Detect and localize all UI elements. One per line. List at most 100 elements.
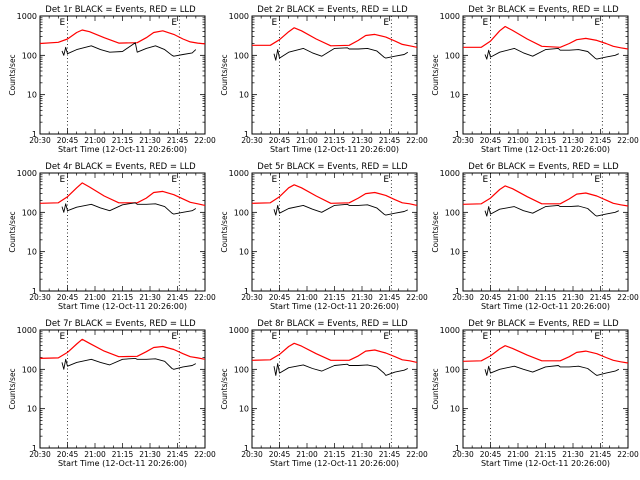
y-tick-label: 100 — [22, 208, 37, 217]
series-events-line — [484, 204, 619, 217]
x-tick-label: 22:00 — [194, 450, 216, 459]
x-axis-label: Start Time (12-Oct-11 20:26:00) — [270, 302, 399, 311]
panel-title: Det 3r BLACK = Events, RED = LLD — [468, 5, 619, 15]
y-axis-label: Counts/sec — [8, 211, 17, 252]
panel-det-5r: Det 5r BLACK = Events, RED = LLD 1 10 100 10… — [220, 162, 428, 311]
x-tick-label: 21:15 — [112, 450, 134, 459]
series-lld-line — [462, 345, 629, 364]
series-lld-line — [462, 185, 629, 207]
y-tick-label: 100 — [22, 51, 37, 60]
x-tick-label: 22:00 — [617, 136, 639, 145]
event-marker-label: E — [272, 18, 278, 28]
series-lld-line — [252, 27, 418, 48]
panel-det-4r: Det 4r BLACK = Events, RED = LLD 1 10 100 10… — [8, 162, 216, 311]
x-tick-label: 21:45 — [379, 136, 401, 145]
x-tick-label: 22:00 — [617, 293, 639, 302]
series-lld-line — [39, 338, 206, 360]
y-tick-label: 100 — [22, 365, 37, 374]
x-tick-label: 21:00 — [507, 293, 529, 302]
y-tick-label: 1000 — [440, 12, 460, 21]
x-tick-label: 20:30 — [29, 136, 51, 145]
x-tick-label: 21:30 — [139, 136, 161, 145]
event-marker-label: E — [594, 332, 600, 342]
y-tick-label: 1000 — [229, 12, 249, 21]
y-tick-label: 10 — [27, 405, 37, 414]
x-tick-label: 21:30 — [562, 293, 584, 302]
panel-det-6r: Det 6r BLACK = Events, RED = LLD 1 10 100 10… — [431, 162, 639, 311]
x-tick-label: 21:45 — [590, 450, 612, 459]
event-marker-label: E — [483, 175, 489, 185]
x-tick-label: 22:00 — [406, 450, 428, 459]
event-marker-label: E — [60, 332, 66, 342]
x-tick-label: 22:00 — [194, 293, 216, 302]
x-tick-label: 20:45 — [480, 293, 502, 302]
panel-det-3r: Det 3r BLACK = Events, RED = LLD 1 10 100 10… — [431, 5, 639, 154]
x-tick-label: 21:30 — [351, 293, 373, 302]
x-tick-label: 20:30 — [452, 136, 474, 145]
y-tick-label: 1000 — [17, 326, 37, 335]
event-marker-label: E — [483, 18, 489, 28]
x-tick-label: 22:00 — [194, 136, 216, 145]
x-axis-label: Start Time (12-Oct-11 20:26:00) — [270, 145, 399, 154]
panel-title: Det 6r BLACK = Events, RED = LLD — [468, 162, 619, 172]
panel-det-1r: Det 1r BLACK = Events, RED = LLD 1 10 100 10… — [8, 5, 216, 154]
y-axis-label: Counts/sec — [220, 54, 229, 95]
event-marker-label: E — [594, 175, 600, 185]
y-tick-label: 1 — [455, 287, 460, 296]
y-axis-label: Counts/sec — [220, 368, 229, 409]
x-tick-label: 20:45 — [57, 450, 79, 459]
series-events-line — [273, 203, 408, 216]
y-tick-label: 100 — [234, 208, 249, 217]
y-tick-label: 1 — [244, 444, 249, 453]
x-tick-label: 22:00 — [406, 136, 428, 145]
y-axis-label: Counts/sec — [431, 368, 440, 409]
y-tick-label: 100 — [445, 365, 460, 374]
y-tick-label: 1000 — [229, 326, 249, 335]
panel-det-7r: Det 7r BLACK = Events, RED = LLD 1 10 100 10… — [8, 319, 216, 468]
y-axis-label: Counts/sec — [431, 54, 440, 95]
x-tick-label: 21:30 — [562, 136, 584, 145]
event-marker-label: E — [60, 18, 66, 28]
series-events-line — [273, 363, 408, 376]
event-marker-label: E — [594, 18, 600, 28]
x-tick-label: 21:00 — [84, 293, 106, 302]
x-tick-label: 21:00 — [507, 450, 529, 459]
x-tick-label: 21:15 — [324, 293, 346, 302]
x-tick-label: 20:30 — [29, 293, 51, 302]
event-marker-label: E — [483, 332, 489, 342]
event-marker-label: E — [383, 18, 389, 28]
event-marker-label: E — [171, 18, 177, 28]
x-tick-label: 20:30 — [241, 450, 263, 459]
y-tick-label: 1 — [32, 287, 37, 296]
panel-title: Det 1r BLACK = Events, RED = LLD — [45, 5, 196, 15]
series-lld-line — [463, 25, 629, 50]
y-tick-label: 100 — [234, 51, 249, 60]
series-lld-line — [39, 182, 206, 206]
x-axis-label: Start Time (12-Oct-11 20:26:00) — [58, 145, 187, 154]
x-tick-label: 22:00 — [617, 450, 639, 459]
x-tick-label: 21:30 — [351, 450, 373, 459]
series-events-line — [61, 202, 197, 215]
x-tick-label: 21:15 — [535, 293, 557, 302]
x-tick-label: 20:45 — [57, 293, 79, 302]
x-axis-label: Start Time (12-Oct-11 20:26:00) — [58, 302, 187, 311]
y-tick-label: 1000 — [440, 326, 460, 335]
panel-title: Det 9r BLACK = Events, RED = LLD — [468, 319, 619, 329]
y-tick-label: 10 — [450, 91, 460, 100]
x-tick-label: 20:30 — [241, 136, 263, 145]
x-tick-label: 20:30 — [29, 450, 51, 459]
y-axis-label: Counts/sec — [431, 211, 440, 252]
y-tick-label: 1 — [455, 444, 460, 453]
y-tick-label: 1 — [32, 444, 37, 453]
y-tick-label: 100 — [445, 208, 460, 217]
y-tick-label: 1000 — [17, 169, 37, 178]
event-marker-label: E — [383, 332, 389, 342]
x-tick-label: 20:45 — [269, 136, 291, 145]
y-axis-label: Counts/sec — [8, 54, 17, 95]
x-tick-label: 20:45 — [480, 450, 502, 459]
x-tick-label: 21:30 — [562, 450, 584, 459]
y-axis-label: Counts/sec — [220, 211, 229, 252]
y-tick-label: 100 — [234, 365, 249, 374]
